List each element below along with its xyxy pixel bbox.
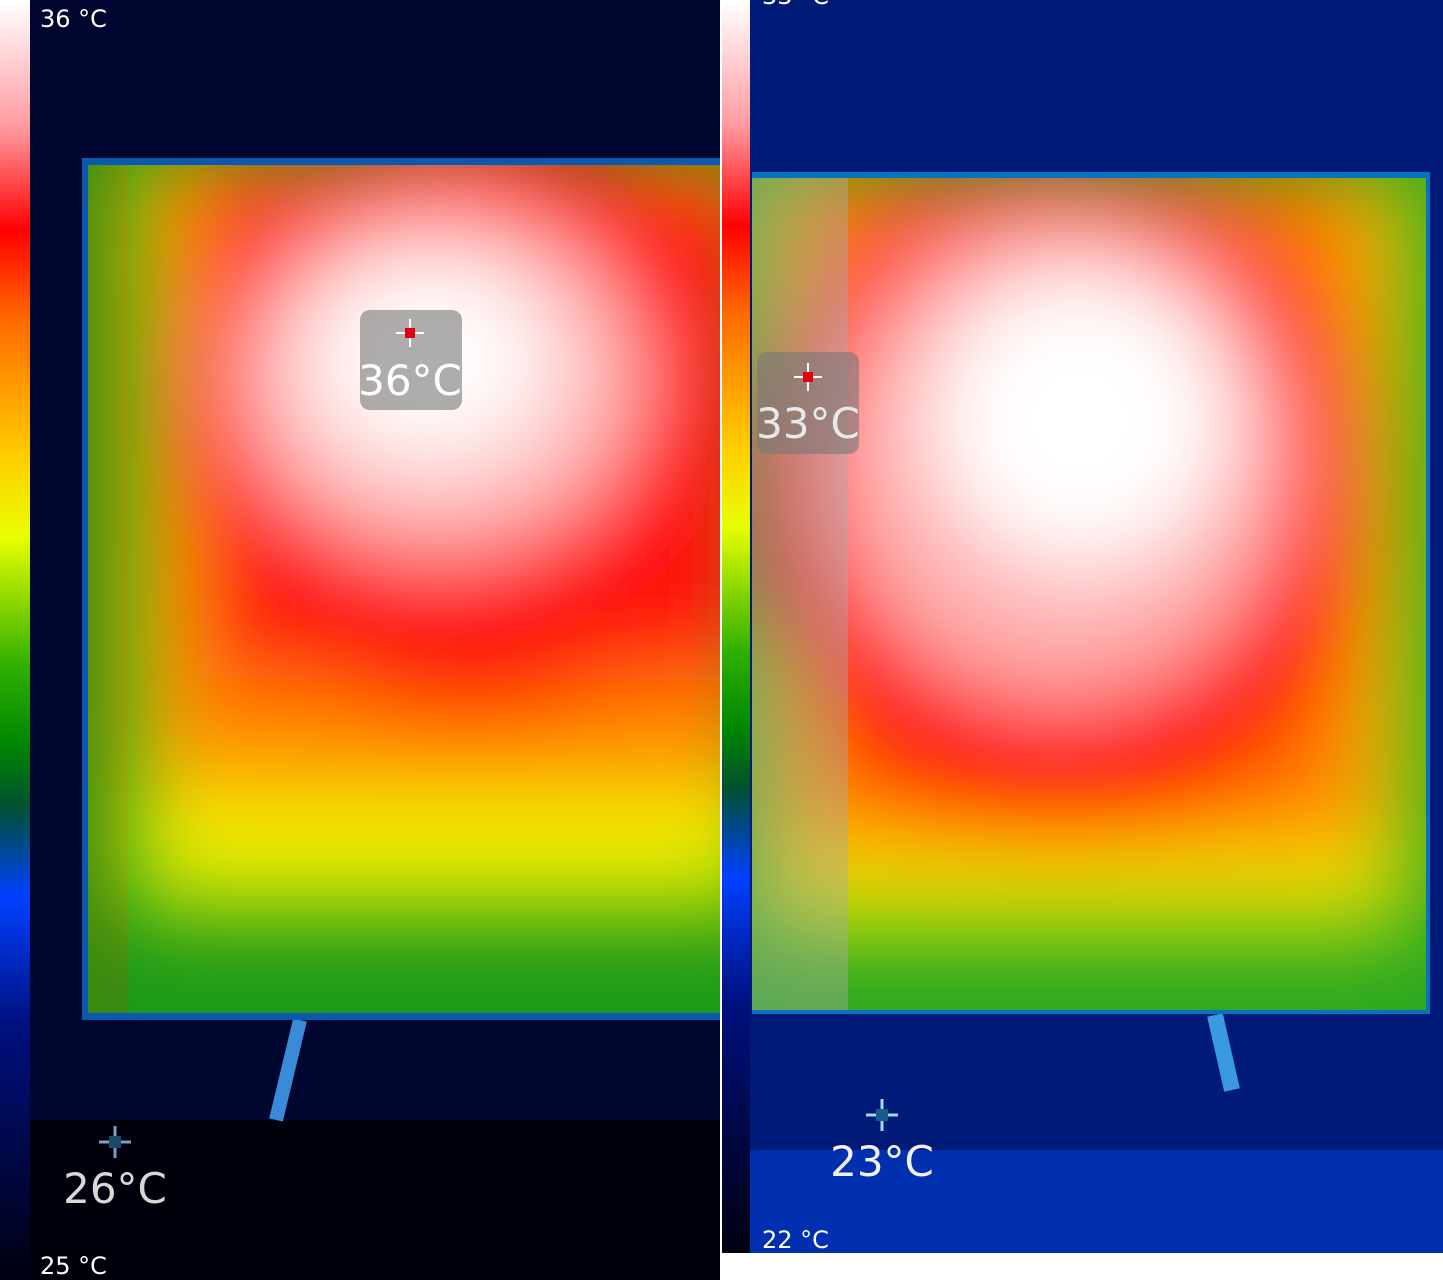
right-panel: 33 °C 22 °C 33°C 23°C <box>720 0 1443 1254</box>
floor <box>30 1120 720 1280</box>
hot-spot-label: 33°C <box>756 399 860 448</box>
screen-heat <box>752 178 1426 1010</box>
cold-crosshair-center <box>109 1136 121 1148</box>
stand <box>1207 1013 1240 1092</box>
hot-crosshair-center <box>803 372 813 382</box>
stand <box>269 1018 307 1122</box>
hot-spot-box <box>360 310 462 410</box>
hot-crosshair-center <box>405 328 415 338</box>
color-scale <box>0 0 30 1280</box>
screen-heat <box>88 165 720 1013</box>
cold-spot-label: 23°C <box>830 1137 934 1186</box>
scale-min: 25 °C <box>40 1252 107 1280</box>
scale-max: 33 °C <box>762 0 829 10</box>
left-panel: 36 °C 25 °C 36°C 26°C <box>0 0 726 1280</box>
scale-max: 36 °C <box>40 5 107 33</box>
hot-spot-label: 36°C <box>358 356 462 405</box>
cold-spot-label: 26°C <box>63 1164 167 1213</box>
hot-spot-box <box>757 352 859 454</box>
cold-crosshair-center <box>876 1109 888 1121</box>
scale-min: 22 °C <box>762 1226 829 1254</box>
floor <box>750 1150 1443 1253</box>
color-scale <box>722 0 750 1253</box>
